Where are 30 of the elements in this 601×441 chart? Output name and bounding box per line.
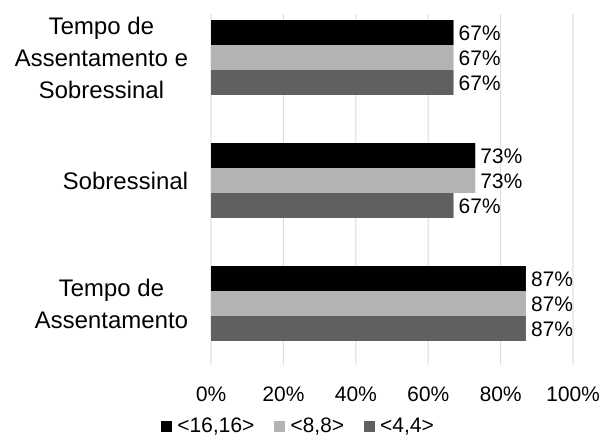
bar bbox=[211, 266, 526, 291]
data-label: 67% bbox=[458, 22, 501, 45]
x-tick-label: 60% bbox=[407, 382, 450, 406]
y-tick-label: Sobressinal bbox=[62, 168, 188, 195]
x-tick-label: 100% bbox=[546, 382, 600, 406]
bar bbox=[211, 290, 526, 316]
x-tick-label: 40% bbox=[334, 382, 377, 406]
y-tick-label: Tempo de Assentamento e Sobressinal bbox=[14, 12, 188, 104]
data-label: 87% bbox=[530, 268, 573, 291]
data-label: 67% bbox=[458, 72, 501, 95]
legend-label: <8,8> bbox=[290, 414, 344, 438]
data-label: 73% bbox=[480, 170, 522, 193]
bar bbox=[211, 142, 476, 168]
legend-label: <16,16> bbox=[177, 414, 254, 438]
data-label: 67% bbox=[458, 194, 501, 218]
bar bbox=[211, 192, 454, 218]
bar bbox=[211, 168, 476, 193]
data-label: 87% bbox=[530, 318, 573, 341]
bar bbox=[211, 44, 454, 70]
y-tick-label: Tempo de Assentamento bbox=[34, 274, 188, 334]
data-label: 73% bbox=[480, 144, 522, 168]
legend-label: <4,4> bbox=[380, 414, 434, 438]
x-tick-label: 20% bbox=[262, 382, 304, 406]
bar bbox=[211, 70, 454, 95]
data-label: 67% bbox=[458, 46, 501, 70]
data-label: 87% bbox=[530, 292, 573, 316]
x-tick-label: 0% bbox=[196, 382, 226, 406]
x-tick-label: 80% bbox=[480, 382, 522, 406]
bar bbox=[211, 316, 526, 341]
bar bbox=[211, 20, 454, 45]
